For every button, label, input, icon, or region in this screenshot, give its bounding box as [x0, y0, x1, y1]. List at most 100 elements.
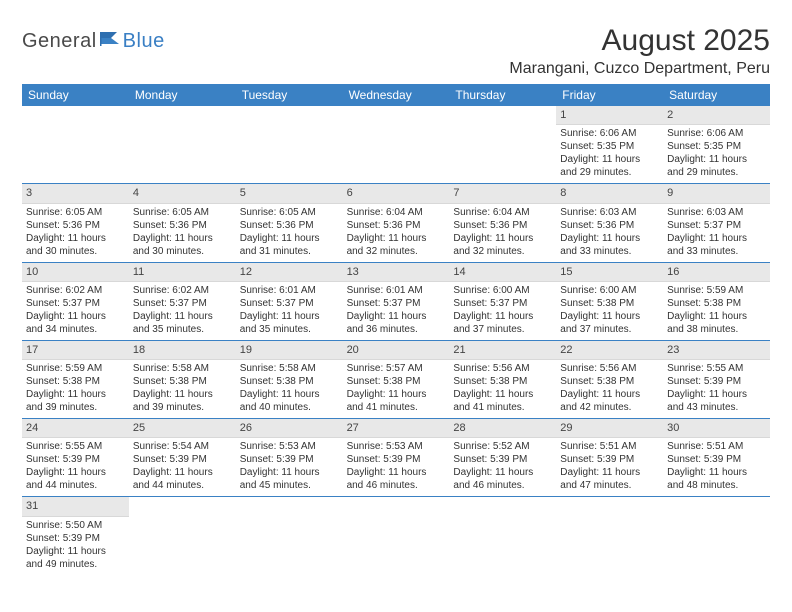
- sunrise-text: Sunrise: 6:03 AM: [667, 206, 766, 219]
- day-body: Sunrise: 5:55 AMSunset: 5:39 PMDaylight:…: [22, 438, 129, 496]
- day-cell: 9Sunrise: 6:03 AMSunset: 5:37 PMDaylight…: [663, 184, 770, 261]
- daylight-text: Daylight: 11 hours and 32 minutes.: [453, 232, 552, 258]
- day-cell: 18Sunrise: 5:58 AMSunset: 5:38 PMDayligh…: [129, 341, 236, 418]
- sunrise-text: Sunrise: 6:05 AM: [26, 206, 125, 219]
- sunrise-text: Sunrise: 5:50 AM: [26, 519, 125, 532]
- day-number: 21: [449, 341, 556, 360]
- weekday-header: Friday: [556, 84, 663, 106]
- daylight-text: Daylight: 11 hours and 41 minutes.: [453, 388, 552, 414]
- empty-cell: [236, 106, 343, 183]
- daylight-text: Daylight: 11 hours and 30 minutes.: [133, 232, 232, 258]
- day-number: 19: [236, 341, 343, 360]
- day-body: Sunrise: 6:05 AMSunset: 5:36 PMDaylight:…: [236, 204, 343, 262]
- day-cell: 13Sunrise: 6:01 AMSunset: 5:37 PMDayligh…: [343, 263, 450, 340]
- calendar-page: General Blue August 2025 Marangani, Cuzc…: [0, 0, 792, 575]
- day-body: Sunrise: 6:05 AMSunset: 5:36 PMDaylight:…: [22, 204, 129, 262]
- day-body: Sunrise: 5:54 AMSunset: 5:39 PMDaylight:…: [129, 438, 236, 496]
- day-cell: 2Sunrise: 6:06 AMSunset: 5:35 PMDaylight…: [663, 106, 770, 183]
- daylight-text: Daylight: 11 hours and 29 minutes.: [667, 153, 766, 179]
- sunset-text: Sunset: 5:39 PM: [26, 532, 125, 545]
- header: General Blue August 2025 Marangani, Cuzc…: [22, 24, 770, 78]
- daylight-text: Daylight: 11 hours and 47 minutes.: [560, 466, 659, 492]
- day-body: Sunrise: 6:06 AMSunset: 5:35 PMDaylight:…: [556, 125, 663, 183]
- day-body: Sunrise: 5:51 AMSunset: 5:39 PMDaylight:…: [556, 438, 663, 496]
- day-number: 17: [22, 341, 129, 360]
- day-cell: 29Sunrise: 5:51 AMSunset: 5:39 PMDayligh…: [556, 419, 663, 496]
- empty-cell: [449, 497, 556, 574]
- daylight-text: Daylight: 11 hours and 30 minutes.: [26, 232, 125, 258]
- daylight-text: Daylight: 11 hours and 44 minutes.: [26, 466, 125, 492]
- weekday-header: Saturday: [663, 84, 770, 106]
- day-body: Sunrise: 5:50 AMSunset: 5:39 PMDaylight:…: [22, 517, 129, 575]
- daylight-text: Daylight: 11 hours and 46 minutes.: [347, 466, 446, 492]
- daylight-text: Daylight: 11 hours and 42 minutes.: [560, 388, 659, 414]
- daylight-text: Daylight: 11 hours and 40 minutes.: [240, 388, 339, 414]
- sunset-text: Sunset: 5:39 PM: [240, 453, 339, 466]
- sunrise-text: Sunrise: 5:56 AM: [560, 362, 659, 375]
- day-body: Sunrise: 6:02 AMSunset: 5:37 PMDaylight:…: [129, 282, 236, 340]
- empty-cell: [663, 497, 770, 574]
- empty-cell: [343, 106, 450, 183]
- sunrise-text: Sunrise: 6:04 AM: [453, 206, 552, 219]
- day-number: 3: [22, 184, 129, 203]
- daylight-text: Daylight: 11 hours and 45 minutes.: [240, 466, 339, 492]
- sunset-text: Sunset: 5:36 PM: [240, 219, 339, 232]
- day-body: Sunrise: 6:00 AMSunset: 5:38 PMDaylight:…: [556, 282, 663, 340]
- day-number: 26: [236, 419, 343, 438]
- sunset-text: Sunset: 5:38 PM: [667, 297, 766, 310]
- weekday-header: Tuesday: [236, 84, 343, 106]
- sunrise-text: Sunrise: 6:04 AM: [347, 206, 446, 219]
- day-number: 8: [556, 184, 663, 203]
- daylight-text: Daylight: 11 hours and 35 minutes.: [133, 310, 232, 336]
- day-number: 30: [663, 419, 770, 438]
- sunrise-text: Sunrise: 5:53 AM: [347, 440, 446, 453]
- week-row: 17Sunrise: 5:59 AMSunset: 5:38 PMDayligh…: [22, 341, 770, 419]
- daylight-text: Daylight: 11 hours and 29 minutes.: [560, 153, 659, 179]
- daylight-text: Daylight: 11 hours and 39 minutes.: [133, 388, 232, 414]
- day-body: Sunrise: 6:00 AMSunset: 5:37 PMDaylight:…: [449, 282, 556, 340]
- sunset-text: Sunset: 5:36 PM: [347, 219, 446, 232]
- day-body: Sunrise: 6:05 AMSunset: 5:36 PMDaylight:…: [129, 204, 236, 262]
- sunrise-text: Sunrise: 5:51 AM: [667, 440, 766, 453]
- day-number: 24: [22, 419, 129, 438]
- day-cell: 5Sunrise: 6:05 AMSunset: 5:36 PMDaylight…: [236, 184, 343, 261]
- day-number: 25: [129, 419, 236, 438]
- location-subtitle: Marangani, Cuzco Department, Peru: [509, 60, 770, 78]
- empty-cell: [449, 106, 556, 183]
- sunrise-text: Sunrise: 5:56 AM: [453, 362, 552, 375]
- sunset-text: Sunset: 5:38 PM: [453, 375, 552, 388]
- day-cell: 12Sunrise: 6:01 AMSunset: 5:37 PMDayligh…: [236, 263, 343, 340]
- day-number: 4: [129, 184, 236, 203]
- sunrise-text: Sunrise: 5:51 AM: [560, 440, 659, 453]
- day-number: 11: [129, 263, 236, 282]
- sunset-text: Sunset: 5:38 PM: [560, 297, 659, 310]
- sunset-text: Sunset: 5:39 PM: [133, 453, 232, 466]
- daylight-text: Daylight: 11 hours and 34 minutes.: [26, 310, 125, 336]
- day-cell: 6Sunrise: 6:04 AMSunset: 5:36 PMDaylight…: [343, 184, 450, 261]
- day-number: 18: [129, 341, 236, 360]
- day-number: 28: [449, 419, 556, 438]
- day-number: 2: [663, 106, 770, 125]
- day-body: Sunrise: 6:01 AMSunset: 5:37 PMDaylight:…: [343, 282, 450, 340]
- sunrise-text: Sunrise: 5:53 AM: [240, 440, 339, 453]
- empty-cell: [22, 106, 129, 183]
- sunrise-text: Sunrise: 6:05 AM: [133, 206, 232, 219]
- daylight-text: Daylight: 11 hours and 39 minutes.: [26, 388, 125, 414]
- logo: General Blue: [22, 30, 165, 53]
- sunrise-text: Sunrise: 6:00 AM: [560, 284, 659, 297]
- week-row: 3Sunrise: 6:05 AMSunset: 5:36 PMDaylight…: [22, 184, 770, 262]
- sunset-text: Sunset: 5:39 PM: [347, 453, 446, 466]
- logo-text-blue: Blue: [123, 30, 165, 53]
- sunset-text: Sunset: 5:39 PM: [560, 453, 659, 466]
- day-cell: 16Sunrise: 5:59 AMSunset: 5:38 PMDayligh…: [663, 263, 770, 340]
- day-cell: 25Sunrise: 5:54 AMSunset: 5:39 PMDayligh…: [129, 419, 236, 496]
- empty-cell: [129, 106, 236, 183]
- sunset-text: Sunset: 5:39 PM: [667, 375, 766, 388]
- daylight-text: Daylight: 11 hours and 38 minutes.: [667, 310, 766, 336]
- day-cell: 1Sunrise: 6:06 AMSunset: 5:35 PMDaylight…: [556, 106, 663, 183]
- sunrise-text: Sunrise: 5:54 AM: [133, 440, 232, 453]
- sunset-text: Sunset: 5:37 PM: [133, 297, 232, 310]
- day-body: Sunrise: 5:56 AMSunset: 5:38 PMDaylight:…: [449, 360, 556, 418]
- day-cell: 30Sunrise: 5:51 AMSunset: 5:39 PMDayligh…: [663, 419, 770, 496]
- day-body: Sunrise: 6:06 AMSunset: 5:35 PMDaylight:…: [663, 125, 770, 183]
